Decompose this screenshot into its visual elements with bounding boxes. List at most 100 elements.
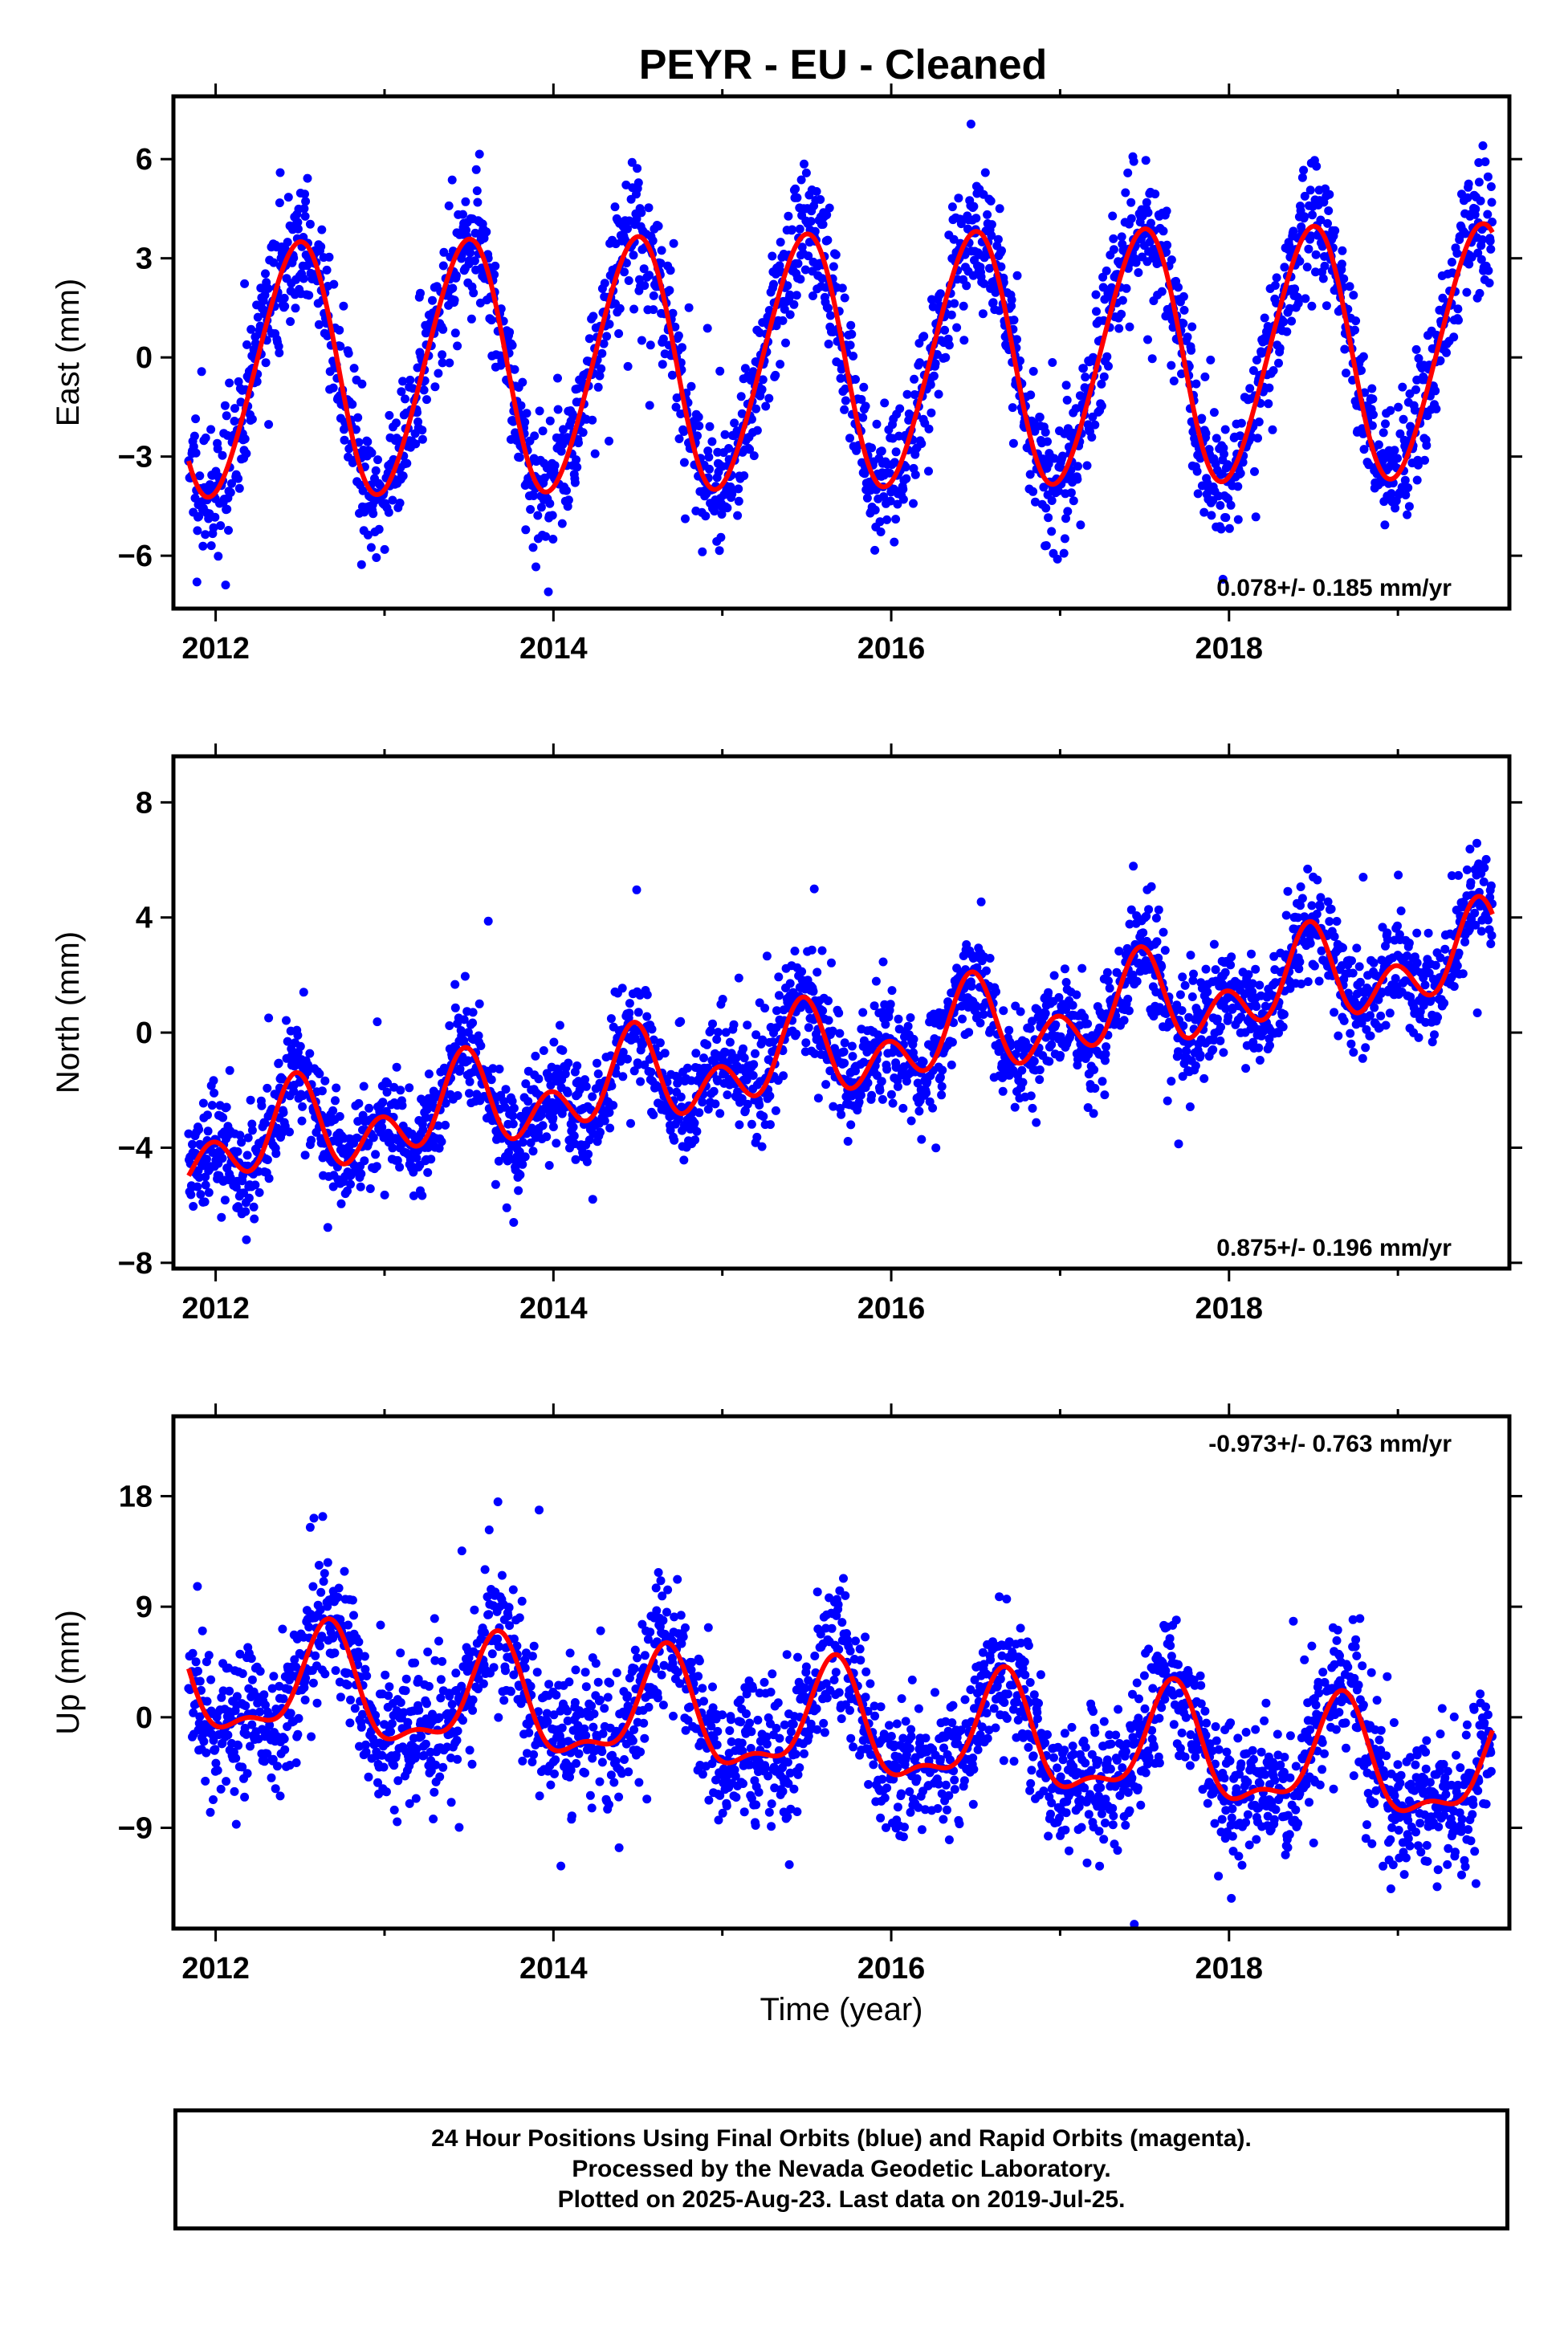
east-data-point bbox=[1349, 291, 1358, 300]
up-data-point bbox=[223, 1730, 233, 1740]
east-data-point bbox=[562, 486, 571, 495]
east-data-point bbox=[1380, 520, 1390, 530]
east-data-point bbox=[733, 511, 743, 520]
north-data-point bbox=[790, 947, 800, 955]
north-data-point bbox=[626, 1118, 635, 1128]
east-data-point bbox=[934, 389, 943, 399]
east-data-point bbox=[995, 306, 1004, 316]
north-data-point bbox=[534, 1074, 544, 1084]
north-data-point bbox=[1404, 939, 1414, 948]
east-data-point bbox=[879, 492, 889, 501]
east-data-point bbox=[1453, 304, 1463, 314]
north-data-point bbox=[870, 1001, 879, 1011]
up-data-point bbox=[193, 1582, 202, 1591]
north-data-point bbox=[881, 1020, 890, 1029]
north-data-point bbox=[785, 979, 795, 988]
east-data-point bbox=[1318, 274, 1328, 283]
north-data-point bbox=[618, 1072, 628, 1081]
east-data-point bbox=[300, 189, 309, 199]
east-y-tick-label: −3 bbox=[118, 441, 153, 475]
east-data-point bbox=[1071, 404, 1081, 413]
east-data-point bbox=[353, 413, 363, 422]
east-data-point bbox=[818, 220, 828, 229]
east-data-point bbox=[397, 387, 406, 397]
east-data-point bbox=[1028, 487, 1038, 496]
east-data-point bbox=[645, 401, 654, 410]
north-data-point bbox=[1309, 961, 1319, 971]
north-data-point bbox=[712, 1035, 722, 1045]
east-data-point bbox=[255, 321, 265, 331]
north-data-point bbox=[528, 1147, 538, 1156]
east-data-point bbox=[720, 430, 730, 439]
north-data-point bbox=[247, 1126, 257, 1135]
north-data-point bbox=[1174, 1139, 1183, 1149]
east-data-point bbox=[1395, 429, 1405, 438]
east-data-point bbox=[1206, 355, 1216, 365]
north-data-point bbox=[523, 1097, 533, 1106]
north-data-point bbox=[1452, 961, 1462, 971]
north-data-point bbox=[638, 1040, 647, 1049]
north-data-point bbox=[759, 1112, 768, 1121]
east-data-point bbox=[515, 453, 524, 462]
east-data-point bbox=[614, 329, 624, 338]
east-data-point bbox=[971, 214, 981, 223]
north-data-point bbox=[1035, 1065, 1045, 1074]
north-data-point bbox=[445, 1021, 454, 1030]
east-data-point bbox=[570, 478, 580, 487]
up-data-point bbox=[231, 1819, 241, 1829]
east-data-point bbox=[340, 425, 348, 434]
north-data-point bbox=[360, 1156, 369, 1166]
north-data-point bbox=[274, 1058, 283, 1068]
north-data-point bbox=[898, 1103, 908, 1113]
east-data-point bbox=[246, 324, 256, 334]
east-data-point bbox=[222, 504, 232, 514]
east-data-point bbox=[1061, 381, 1071, 390]
east-data-point bbox=[740, 364, 750, 373]
north-data-point bbox=[426, 1155, 436, 1164]
north-data-point bbox=[1185, 1102, 1195, 1111]
east-data-point bbox=[1216, 524, 1226, 534]
east-data-point bbox=[898, 495, 908, 504]
east-data-point bbox=[548, 511, 557, 520]
east-data-point bbox=[1224, 523, 1234, 533]
east-data-point bbox=[388, 495, 397, 505]
east-data-point bbox=[707, 437, 717, 446]
east-data-point bbox=[564, 495, 573, 505]
east-data-point bbox=[1442, 348, 1451, 357]
east-data-point bbox=[1312, 161, 1322, 171]
north-data-point bbox=[840, 1058, 849, 1068]
north-data-point bbox=[1412, 958, 1422, 967]
east-data-point bbox=[398, 471, 408, 481]
east-data-point bbox=[1090, 420, 1100, 430]
east-data-point bbox=[927, 408, 936, 418]
east-data-point bbox=[323, 331, 332, 340]
east-data-point bbox=[521, 525, 531, 535]
north-data-point bbox=[848, 1052, 857, 1061]
north-data-point bbox=[829, 1102, 838, 1111]
north-data-point bbox=[397, 1101, 407, 1110]
north-data-point bbox=[495, 1065, 504, 1073]
east-data-point bbox=[283, 238, 292, 247]
north-data-point bbox=[196, 1190, 206, 1200]
north-data-point bbox=[320, 1076, 330, 1086]
north-data-point bbox=[1462, 865, 1472, 874]
east-data-point bbox=[322, 265, 332, 275]
north-data-point bbox=[1163, 1096, 1172, 1106]
east-data-point bbox=[1220, 450, 1228, 458]
north-data-point bbox=[633, 1060, 643, 1069]
east-data-point bbox=[997, 246, 1006, 255]
north-data-point bbox=[1180, 980, 1190, 990]
east-data-point bbox=[893, 499, 902, 509]
north-data-point bbox=[1361, 1043, 1370, 1053]
east-data-point bbox=[1008, 438, 1018, 448]
east-data-point bbox=[875, 517, 885, 527]
east-x-tick-label: 2016 bbox=[857, 632, 926, 666]
north-data-point bbox=[625, 1008, 634, 1018]
east-data-point bbox=[242, 449, 251, 458]
north-data-point bbox=[1433, 1012, 1443, 1022]
east-data-point bbox=[328, 383, 338, 393]
north-data-point bbox=[1393, 921, 1402, 931]
east-data-point bbox=[1358, 352, 1368, 361]
east-data-point bbox=[824, 303, 833, 313]
north-data-point bbox=[739, 1053, 749, 1063]
